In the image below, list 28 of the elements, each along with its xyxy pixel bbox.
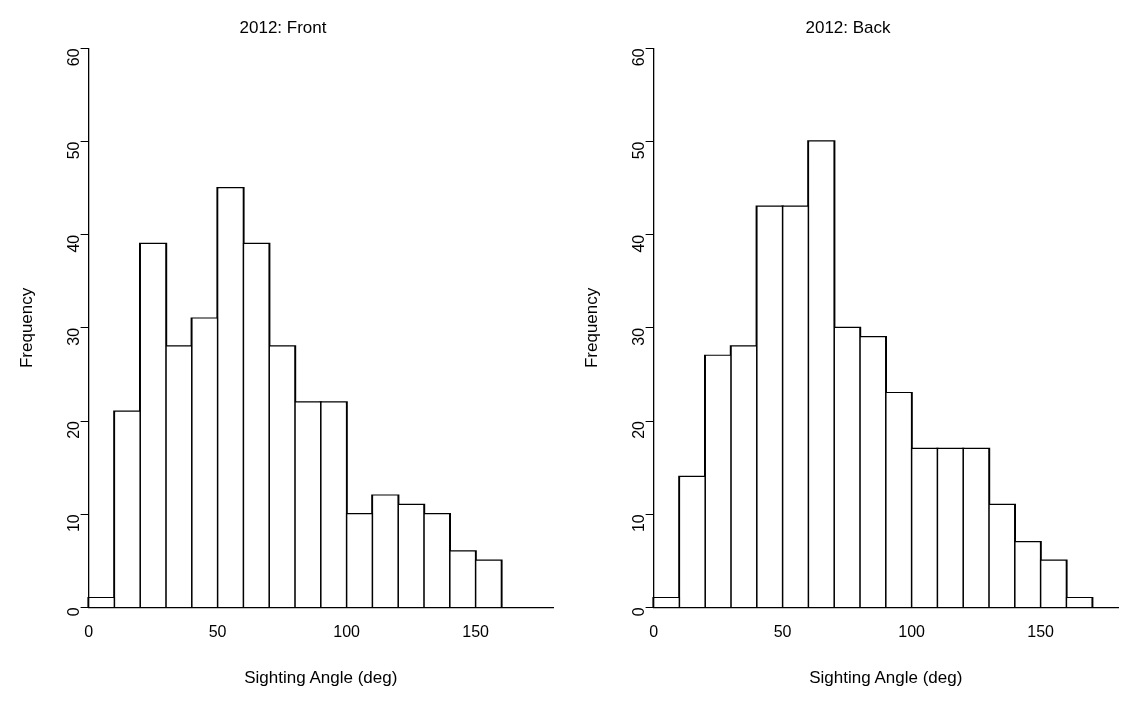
x-axis-title: Sighting Angle (deg)	[809, 668, 963, 688]
y-axis-title: Frequency	[16, 287, 36, 369]
y-tick-label: 20	[630, 420, 648, 439]
x-tick-label: 150	[462, 623, 490, 641]
y-tick-label: 50	[630, 141, 648, 160]
y-tick-label: 60	[65, 48, 83, 67]
y-tick-label: 10	[630, 514, 648, 533]
x-tick-label: 100	[898, 623, 926, 641]
y-tick-label: 0	[630, 607, 648, 617]
y-tick-label: 10	[65, 514, 83, 533]
y-tick-label: 40	[630, 234, 648, 253]
y-tick-label: 30	[630, 327, 648, 346]
x-axis-title: Sighting Angle (deg)	[244, 668, 398, 688]
y-tick-label: 0	[65, 607, 83, 617]
x-tick-label: 50	[773, 623, 792, 641]
y-tick-label: 50	[65, 141, 83, 160]
x-tick-label: 0	[84, 623, 94, 641]
y-tick-label: 60	[630, 48, 648, 67]
chart-title: 2012: Back	[805, 17, 892, 37]
y-axis-title: Frequency	[581, 287, 601, 369]
chart-title: 2012: Front	[239, 17, 327, 37]
x-tick-label: 100	[333, 623, 361, 641]
y-tick-label: 40	[65, 234, 83, 253]
x-tick-label: 0	[649, 623, 659, 641]
y-tick-label: 20	[65, 420, 83, 439]
y-tick-label: 30	[65, 327, 83, 346]
x-tick-label: 150	[1027, 623, 1055, 641]
x-tick-label: 50	[208, 623, 227, 641]
